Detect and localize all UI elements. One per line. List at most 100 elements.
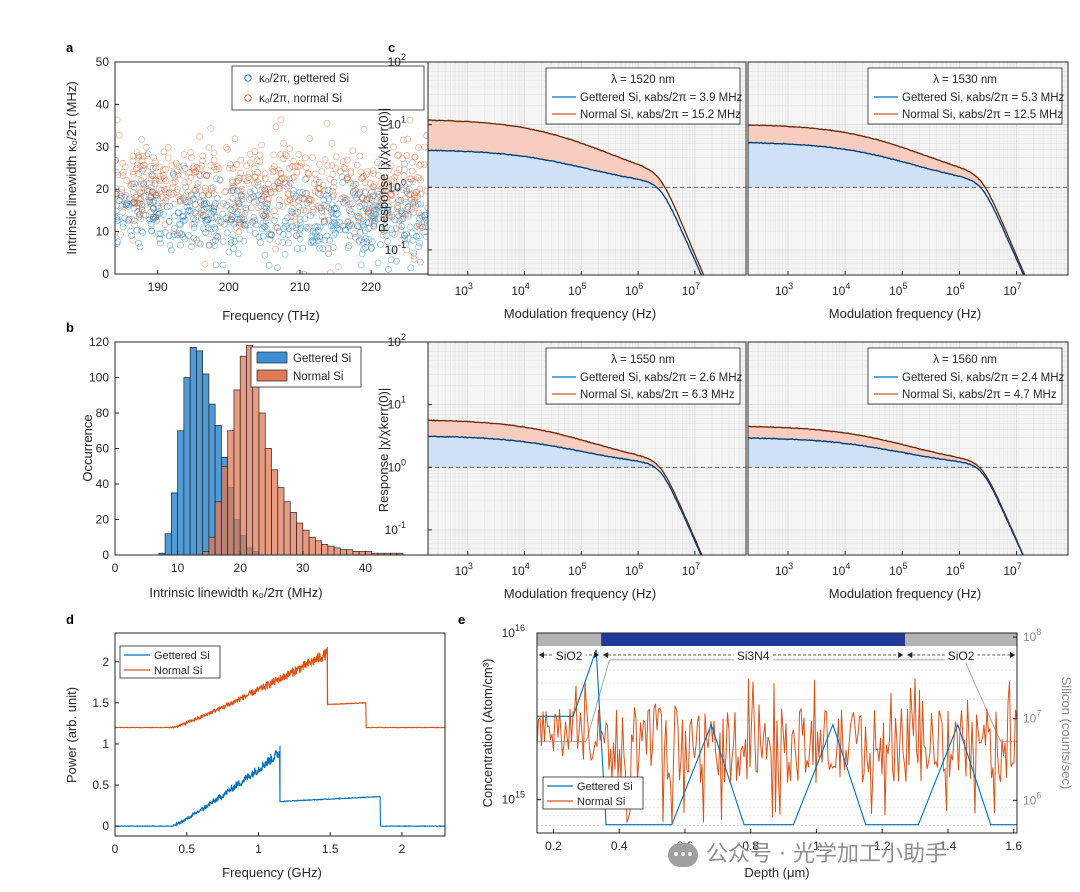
scatter-point-normal xyxy=(417,190,425,198)
scatter-point-normal xyxy=(367,180,374,187)
panel-b-legend: Gettered Si Normal Si xyxy=(250,346,362,388)
histogram-bar-normal xyxy=(252,377,260,555)
scatter-point-gettered xyxy=(257,239,264,246)
scatter-point-gettered xyxy=(345,222,352,230)
scatter-point-gettered xyxy=(133,226,141,234)
scatter-point-normal xyxy=(130,183,138,191)
scatter-point-gettered xyxy=(115,185,120,193)
layer-arrow-head xyxy=(594,652,600,658)
histogram-bar-normal xyxy=(264,448,272,555)
panel-e-ylabel-right: Silicon (counts/sec) xyxy=(1059,677,1074,790)
y-right-tick-label: 107 xyxy=(1023,709,1041,726)
scatter-point-normal xyxy=(388,191,395,198)
histogram-bar-gettered xyxy=(183,377,191,555)
scatter-point-gettered xyxy=(130,217,138,225)
scatter-point-gettered xyxy=(334,210,341,217)
x-tick-label: 220 xyxy=(361,280,381,294)
scatter-point-normal xyxy=(271,189,278,196)
scatter-point-gettered xyxy=(188,243,195,250)
panel-c-1560nm: 103 104 105 106 107 λ = 1560 nm Gettered Si, κ… xyxy=(747,341,1069,578)
scatter-point-normal xyxy=(302,154,309,162)
scatter-point-normal xyxy=(254,196,261,204)
scatter-point-normal xyxy=(417,212,425,219)
y-tick-label: 40 xyxy=(96,477,110,491)
scatter-point-normal xyxy=(345,203,353,211)
scatter-point-normal xyxy=(400,172,408,180)
histogram-bar-normal xyxy=(308,536,316,555)
scatter-point-gettered xyxy=(287,218,295,226)
legend-wavelength: λ = 1520 nm xyxy=(611,74,675,86)
scatter-point-normal xyxy=(162,166,170,173)
scatter-point-gettered xyxy=(168,246,175,254)
scatter-point-normal xyxy=(295,151,303,158)
legend: λ = 1520 nm Gettered Si, κabs/2π = 3.9 MH… xyxy=(545,67,743,125)
scatter-point-normal xyxy=(416,225,424,232)
scatter-point-normal xyxy=(169,179,177,187)
scatter-point-gettered xyxy=(128,232,135,239)
scatter-point-normal xyxy=(188,221,196,228)
scatter-point-gettered xyxy=(211,242,218,249)
scatter-point-normal xyxy=(164,154,172,162)
scatter-point-gettered xyxy=(213,194,221,202)
scatter-point-gettered xyxy=(145,217,153,224)
scatter-point-normal xyxy=(194,180,202,187)
scatter-point-gettered xyxy=(157,230,165,237)
x-tick-label: 1 xyxy=(255,842,262,856)
scatter-point-gettered xyxy=(351,191,359,198)
x-tick-exponent: 7 xyxy=(695,281,700,291)
scatter-point-normal xyxy=(229,179,237,186)
scatter-point-normal xyxy=(277,116,285,124)
y-right-tick-exponent: 6 xyxy=(1036,790,1041,800)
scatter-point-normal xyxy=(129,157,137,165)
scatter-point-normal xyxy=(195,239,202,247)
scatter-point-normal xyxy=(268,230,275,238)
scatter-point-normal xyxy=(369,217,376,225)
scatter-point-normal xyxy=(328,206,335,214)
scatter-point-normal xyxy=(180,151,188,158)
panel-a-legend-normal: κ₀/2π, normal Si xyxy=(259,93,342,105)
normal-si-profile xyxy=(537,678,1017,825)
scatter-point-normal xyxy=(137,215,145,222)
scatter-point-gettered xyxy=(423,233,428,241)
scatter-point-normal xyxy=(289,163,296,170)
scatter-point-normal xyxy=(393,209,400,216)
scatter-point-gettered xyxy=(263,225,271,233)
legend-box xyxy=(545,67,741,125)
scatter-point-gettered xyxy=(204,216,211,223)
scatter-point-normal xyxy=(246,151,254,158)
scatter-point-gettered xyxy=(261,223,269,231)
scatter-point-gettered xyxy=(115,197,123,204)
scatter-point-normal xyxy=(222,144,230,151)
scatter-point-normal xyxy=(136,189,144,196)
scatter-point-gettered xyxy=(223,229,231,237)
scatter-point-normal xyxy=(128,215,136,223)
scatter-point-normal xyxy=(187,209,194,216)
scatter-point-normal xyxy=(353,161,361,169)
scatter-point-normal xyxy=(290,158,297,165)
scatter-point-gettered xyxy=(368,212,375,220)
scatter-point-normal xyxy=(208,187,216,195)
scatter-point-normal xyxy=(140,165,148,172)
scatter-point-gettered xyxy=(417,200,424,208)
scatter-point-gettered xyxy=(377,241,384,248)
histogram-bar-normal xyxy=(227,430,235,555)
scatter-point-normal xyxy=(190,169,198,177)
scatter-point-normal xyxy=(251,148,259,155)
y-tick-label: 10-1 xyxy=(385,240,406,257)
scatter-point-gettered xyxy=(413,233,420,240)
scatter-point-gettered xyxy=(171,212,178,220)
scatter-point-normal xyxy=(312,176,320,184)
scatter-point-normal xyxy=(140,174,148,181)
scatter-point-gettered xyxy=(295,203,303,211)
scatter-point-gettered xyxy=(157,239,164,247)
scatter-point-gettered xyxy=(417,258,424,266)
histogram-bar-normal xyxy=(208,536,216,555)
scatter-point-normal xyxy=(262,174,269,182)
panel-label-e: e xyxy=(458,612,465,627)
scatter-point-gettered xyxy=(186,202,194,210)
scatter-point-normal xyxy=(395,151,402,159)
scatter-point-normal xyxy=(390,143,397,151)
scatter-point-normal xyxy=(202,184,209,192)
scatter-point-normal xyxy=(147,193,155,200)
scatter-point-normal xyxy=(217,202,225,210)
